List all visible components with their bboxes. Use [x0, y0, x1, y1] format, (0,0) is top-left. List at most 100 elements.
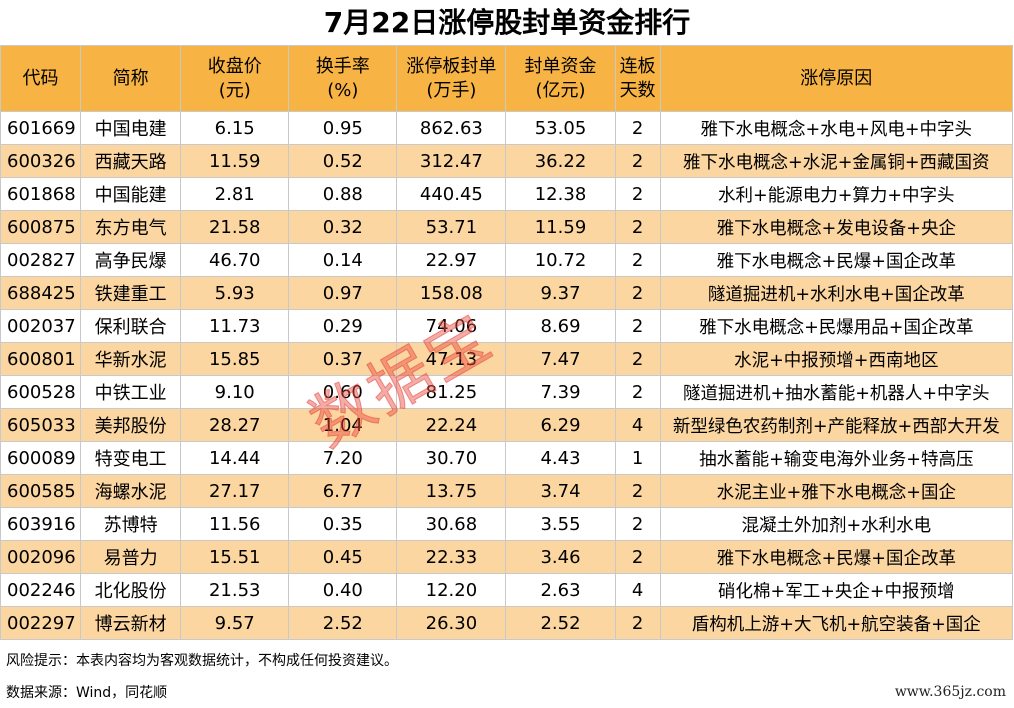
cell-code: 600875 [0, 210, 82, 244]
cell-close: 6.15 [180, 111, 290, 145]
cell-turnover: 0.95 [288, 111, 398, 145]
cell-days: 2 [614, 111, 661, 145]
header-close: 收盘价 (元) [180, 45, 290, 112]
cell-close: 9.10 [180, 375, 290, 409]
cell-fund: 2.52 [505, 606, 616, 640]
cell-reason: 雅下水电概念+水电+风电+中字头 [659, 111, 1014, 145]
data-source: 数据来源：Wind，同花顺 [6, 685, 168, 701]
cell-name: 铁建重工 [80, 276, 182, 310]
cell-close: 15.85 [180, 342, 290, 376]
cell-close: 14.44 [180, 441, 290, 475]
header-turnover: 换手率 (%) [288, 45, 398, 112]
cell-seal: 30.68 [396, 507, 507, 541]
cell-seal: 26.30 [396, 606, 507, 640]
cell-seal: 81.25 [396, 375, 507, 409]
cell-days: 2 [614, 540, 661, 574]
cell-seal: 158.08 [396, 276, 507, 310]
cell-code: 601669 [0, 111, 82, 145]
cell-seal: 440.45 [396, 177, 507, 211]
cell-days: 2 [614, 606, 661, 640]
cell-turnover: 0.52 [288, 144, 398, 178]
cell-days: 2 [614, 276, 661, 310]
table-row: 601868 中国能建 2.81 0.88 440.45 12.38 2 水利+能源电力+算力… [0, 177, 1014, 211]
cell-days: 2 [614, 144, 661, 178]
cell-reason: 雅下水电概念+发电设备+央企 [659, 210, 1014, 244]
cell-fund: 10.72 [505, 243, 616, 277]
cell-turnover: 0.45 [288, 540, 398, 574]
cell-fund: 2.63 [505, 573, 616, 607]
cell-reason: 水泥+中报预增+西南地区 [659, 342, 1014, 376]
table-row: 002096 易普力 15.51 0.45 22.33 3.46 2 雅下水电概念+民爆+国企… [0, 540, 1014, 574]
cell-seal: 22.97 [396, 243, 507, 277]
table-header-row: 代码 简称 收盘价 (元) 换手率 (%) 涨停板封单 (万手) 封单资金 (亿元) 连… [0, 45, 1014, 112]
table-row: 605033 美邦股份 28.27 1.04 22.24 6.29 4 新型绿色农药制剂+产能… [0, 408, 1014, 442]
cell-days: 4 [614, 573, 661, 607]
cell-days: 2 [614, 474, 661, 508]
table-row: 002827 高争民爆 46.70 0.14 22.97 10.72 2 雅下水电概念+民爆+… [0, 243, 1014, 277]
cell-name: 东方电气 [80, 210, 182, 244]
header-days: 连板 天数 [614, 45, 661, 112]
cell-close: 15.51 [180, 540, 290, 574]
table-row: 600089 特变电工 14.44 7.20 30.70 4.43 1 抽水蓄能+输变电海外业… [0, 441, 1014, 475]
cell-seal: 53.71 [396, 210, 507, 244]
cell-seal: 13.75 [396, 474, 507, 508]
risk-notice: 风险提示：本表内容均为客观数据统计，不构成任何投资建议。 [6, 653, 398, 669]
cell-turnover: 0.14 [288, 243, 398, 277]
cell-close: 28.27 [180, 408, 290, 442]
header-fund: 封单资金 (亿元) [505, 45, 616, 112]
cell-name: 美邦股份 [80, 408, 182, 442]
cell-days: 2 [614, 507, 661, 541]
header-reason: 涨停原因 [659, 45, 1014, 112]
cell-fund: 7.47 [505, 342, 616, 376]
cell-close: 27.17 [180, 474, 290, 508]
header-seal: 涨停板封单 (万手) [396, 45, 507, 112]
table-row: 688425 铁建重工 5.93 0.97 158.08 9.37 2 隧道掘进机+水利水电+… [0, 276, 1014, 310]
cell-days: 4 [614, 408, 661, 442]
cell-turnover: 0.29 [288, 309, 398, 343]
cell-days: 2 [614, 375, 661, 409]
cell-name: 北化股份 [80, 573, 182, 607]
cell-seal: 312.47 [396, 144, 507, 178]
header-code: 代码 [0, 45, 82, 112]
cell-seal: 12.20 [396, 573, 507, 607]
cell-seal: 74.06 [396, 309, 507, 343]
cell-close: 11.56 [180, 507, 290, 541]
cell-reason: 混凝土外加剂+水利水电 [659, 507, 1014, 541]
cell-fund: 8.69 [505, 309, 616, 343]
cell-turnover: 2.52 [288, 606, 398, 640]
cell-reason: 雅下水电概念+民爆+国企改革 [659, 540, 1014, 574]
cell-code: 601868 [0, 177, 82, 211]
cell-name: 华新水泥 [80, 342, 182, 376]
table-row: 600326 西藏天路 11.59 0.52 312.47 36.22 2 雅下水电概念+水泥… [0, 144, 1014, 178]
table-row: 600801 华新水泥 15.85 0.37 47.13 7.47 2 水泥+中报预增+西南地… [0, 342, 1014, 376]
cell-name: 中国电建 [80, 111, 182, 145]
cell-turnover: 7.20 [288, 441, 398, 475]
cell-close: 11.59 [180, 144, 290, 178]
cell-days: 2 [614, 243, 661, 277]
table-body: 601669 中国电建 6.15 0.95 862.63 53.05 2 雅下水电概念+水电+… [0, 111, 1014, 640]
table-row: 002246 北化股份 21.53 0.40 12.20 2.63 4 硝化棉+军工+央企+中… [0, 573, 1014, 607]
cell-name: 保利联合 [80, 309, 182, 343]
cell-fund: 9.37 [505, 276, 616, 310]
cell-fund: 36.22 [505, 144, 616, 178]
cell-code: 600801 [0, 342, 82, 376]
cell-code: 600585 [0, 474, 82, 508]
cell-reason: 新型绿色农药制剂+产能释放+西部大开发 [659, 408, 1014, 442]
cell-reason: 水利+能源电力+算力+中字头 [659, 177, 1014, 211]
cell-code: 688425 [0, 276, 82, 310]
cell-name: 高争民爆 [80, 243, 182, 277]
cell-turnover: 0.37 [288, 342, 398, 376]
cell-seal: 22.24 [396, 408, 507, 442]
cell-fund: 53.05 [505, 111, 616, 145]
cell-fund: 3.46 [505, 540, 616, 574]
cell-reason: 水泥主业+雅下水电概念+国企 [659, 474, 1014, 508]
cell-name: 特变电工 [80, 441, 182, 475]
table-row: 601669 中国电建 6.15 0.95 862.63 53.05 2 雅下水电概念+水电+… [0, 111, 1014, 145]
cell-name: 中铁工业 [80, 375, 182, 409]
cell-name: 博云新材 [80, 606, 182, 640]
cell-reason: 硝化棉+军工+央企+中报预增 [659, 573, 1014, 607]
cell-reason: 雅下水电概念+水泥+金属铜+西藏国资 [659, 144, 1014, 178]
cell-turnover: 0.88 [288, 177, 398, 211]
cell-turnover: 0.35 [288, 507, 398, 541]
cell-code: 605033 [0, 408, 82, 442]
